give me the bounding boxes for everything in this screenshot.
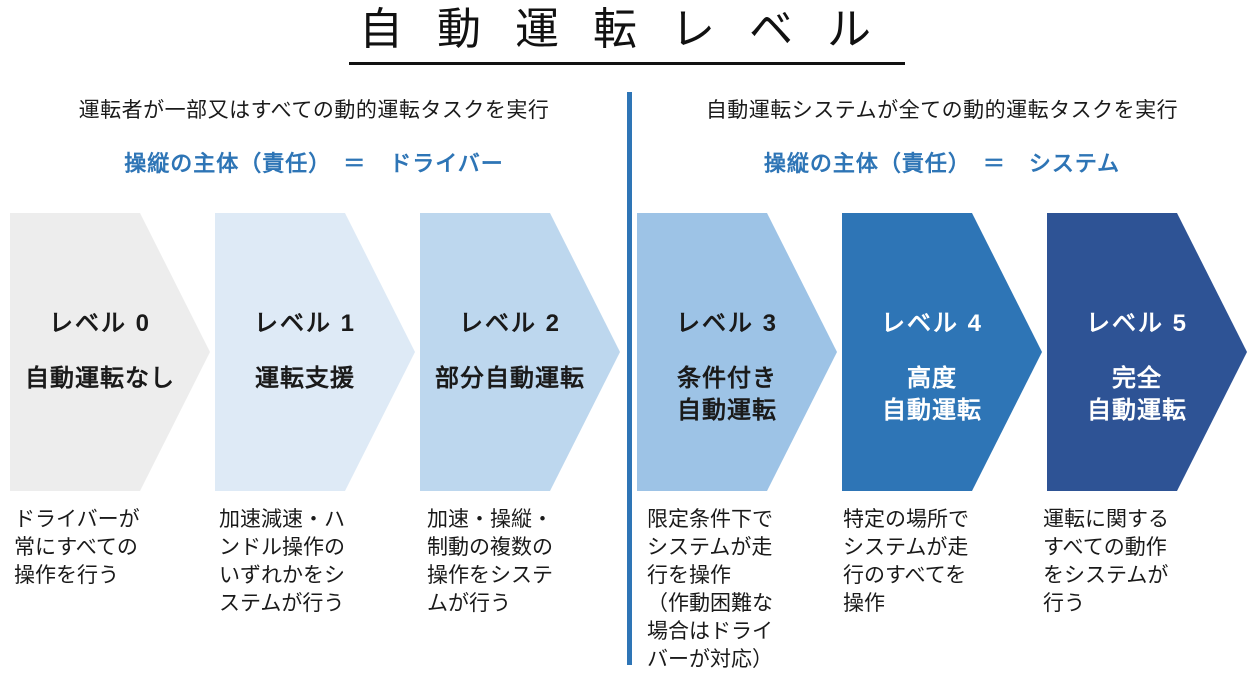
- level-1-arrow: レベル 1 運転支援: [215, 213, 415, 491]
- level-4-arrow: レベル 4 高度 自動運転: [842, 213, 1042, 491]
- system-task-text: 自動運転システムが全ての動的運転タスクを実行: [705, 99, 1179, 122]
- page-title: 自動運転レベル: [0, 2, 1254, 65]
- driver-task-text: 運転者が一部又はすべての動的運転タスクを実行: [78, 99, 550, 122]
- page-title-text: 自動運転レベル: [349, 2, 905, 65]
- driver-responsibility-text: 操縦の主体（責任） ＝ ドライバー: [124, 151, 504, 176]
- level-0-name: 自動運転なし: [25, 365, 175, 392]
- level-4-description: 特定の場所で システムが走 行のすべてを 操作: [843, 508, 969, 615]
- level-4-name: 高度 自動運転: [882, 365, 982, 424]
- level-2-name: 部分自動運転: [435, 365, 585, 392]
- level-1-name: 運転支援: [255, 365, 355, 392]
- level-1-label: レベル 1: [253, 310, 356, 337]
- level-3-description: 限定条件下で システムが走 行を操作 （作動困難な 場合はドライ バーが対応）: [647, 508, 773, 671]
- level-0-arrow: レベル 0 自動運転なし: [10, 213, 210, 491]
- level-4-label: レベル 4: [880, 310, 983, 337]
- system-section-header: 自動運転システムが全ての動的運転タスクを実行 操縦の主体（責任） ＝ システム: [644, 94, 1240, 178]
- level-0-description: ドライバーが 常にすべての 操作を行う: [14, 508, 140, 587]
- system-responsibility-text: 操縦の主体（責任） ＝ システム: [763, 151, 1121, 176]
- level-2-description: 加速・操縦・ 制動の複数の 操作をシステ ムが行う: [427, 508, 553, 615]
- level-5-arrow: レベル 5 完全 自動運転: [1047, 213, 1247, 491]
- level-5-name: 完全 自動運転: [1087, 365, 1187, 424]
- driver-section-header: 運転者が一部又はすべての動的運転タスクを実行 操縦の主体（責任） ＝ ドライバー: [16, 94, 612, 178]
- level-5-label: レベル 5: [1085, 310, 1188, 337]
- level-1-description: 加速減速・ハ ンドル操作の いずれかをシ ステムが行う: [219, 508, 345, 615]
- section-divider-line: [627, 92, 632, 665]
- level-0-label: レベル 0: [48, 310, 151, 337]
- level-3-name: 条件付き 自動運転: [677, 365, 777, 424]
- level-2-arrow: レベル 2 部分自動運転: [420, 213, 620, 491]
- level-3-label: レベル 3: [675, 310, 778, 337]
- level-5-description: 運転に関する すべての動作 をシステムが 行う: [1043, 508, 1169, 615]
- level-2-label: レベル 2: [458, 310, 561, 337]
- level-3-arrow: レベル 3 条件付き 自動運転: [637, 213, 837, 491]
